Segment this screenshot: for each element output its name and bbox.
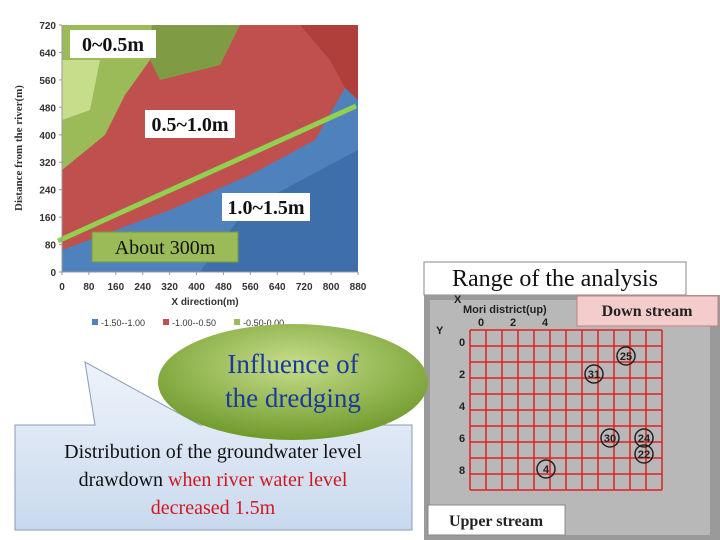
legend-label: -1.00--0.50 [172, 318, 216, 328]
well-label: 25 [620, 351, 632, 363]
x-tick-label: 400 [188, 282, 205, 293]
axis-x-label: X [454, 294, 462, 306]
description: Distribution of the groundwater level [64, 441, 362, 463]
x-tick-label: 800 [323, 282, 340, 293]
well-label: 30 [604, 433, 616, 445]
axis-y-label: Y [436, 325, 444, 337]
map-col-label: 0 [478, 317, 484, 329]
map-row-label: 2 [459, 369, 465, 381]
range-box [423, 261, 687, 296]
y-tick-label: 160 [39, 213, 56, 224]
width-label: About 300m [115, 237, 216, 259]
well-marker [600, 428, 620, 448]
y-tick-label: 560 [39, 76, 56, 87]
down-label: Down stream [602, 303, 693, 320]
well-marker [536, 459, 556, 479]
y-tick-label: 400 [39, 131, 56, 142]
x-tick-label: 480 [215, 282, 232, 293]
influence-ellipse [158, 324, 428, 440]
well-label: 22 [638, 449, 650, 461]
zone-label-box [222, 193, 310, 221]
y-tick-label: 720 [39, 21, 56, 32]
well-marker [634, 428, 654, 448]
legend-swatch [234, 319, 241, 325]
map-col-label: 2 [510, 317, 516, 329]
x-tick-label: 80 [83, 282, 95, 293]
chart-dynamic: 0 80 160 240 320 400 480 560 640 720 800 880 0 80 160 2… [39, 21, 366, 328]
y-tick-label: 480 [39, 103, 56, 114]
well-marker [584, 364, 604, 384]
x-tick-label: 880 [350, 282, 367, 293]
range-title: Range of the analysis [452, 266, 658, 292]
zone-label: 0.5~1.0m [151, 114, 228, 136]
green-zone-light [62, 60, 100, 120]
river-line [56, 103, 358, 244]
x-tick-label: 320 [161, 282, 178, 293]
map-col-label: 4 [542, 317, 549, 329]
x-tick-label: 720 [296, 282, 313, 293]
influence-text: Influence of [227, 349, 358, 379]
legend-label: -1.50--1.00 [101, 318, 145, 328]
legend-swatch [92, 319, 98, 325]
x-axis-title: X direction(m) [171, 297, 238, 308]
map-row-label: 6 [459, 433, 465, 445]
x-tick-label: 640 [269, 282, 286, 293]
well-label: 24 [638, 433, 651, 445]
y-tick-label: 640 [39, 48, 56, 59]
well-label: 31 [588, 369, 600, 381]
y-tick-label: 0 [50, 268, 56, 279]
x-tick-label: 160 [107, 282, 124, 293]
legend-label: -0.50-0.00 [243, 318, 284, 328]
district-label: Mori district(up) [463, 304, 547, 316]
zone-label: 1.0~1.5m [227, 197, 304, 219]
map-row-label: 4 [459, 401, 466, 413]
down-box [576, 295, 719, 327]
width-label-box [91, 231, 239, 263]
description-part: when river water level [168, 469, 348, 491]
x-tick-label: 560 [242, 282, 259, 293]
description: drawdown when river water level [79, 469, 348, 491]
x-tick-label: 0 [59, 282, 65, 293]
map-row-label: 8 [459, 465, 465, 477]
y-tick-label: 240 [39, 186, 56, 197]
zone-label: 0~0.5m [82, 34, 144, 56]
up-label: Upper stream [449, 513, 544, 530]
influence-text: the dredging [225, 383, 361, 413]
zone-label-box [70, 30, 156, 58]
well-marker [616, 346, 636, 366]
map-row-label: 0 [459, 337, 465, 349]
red-zone-dark [300, 25, 358, 100]
well-marker [634, 444, 654, 464]
y-axis-title: Distance from the river(m) [13, 85, 25, 211]
green-zone-dark [150, 25, 240, 80]
legend-swatch [163, 319, 170, 325]
y-tick-label: 320 [39, 158, 56, 169]
y-tick-label: 80 [45, 241, 57, 252]
up-box [427, 504, 566, 536]
description-part: drawdown [79, 469, 163, 491]
zone-label-box [145, 110, 235, 138]
map-texture [430, 300, 710, 535]
x-tick-label: 240 [134, 282, 151, 293]
well-label: 4 [543, 464, 550, 476]
description: decreased 1.5m [151, 497, 276, 519]
